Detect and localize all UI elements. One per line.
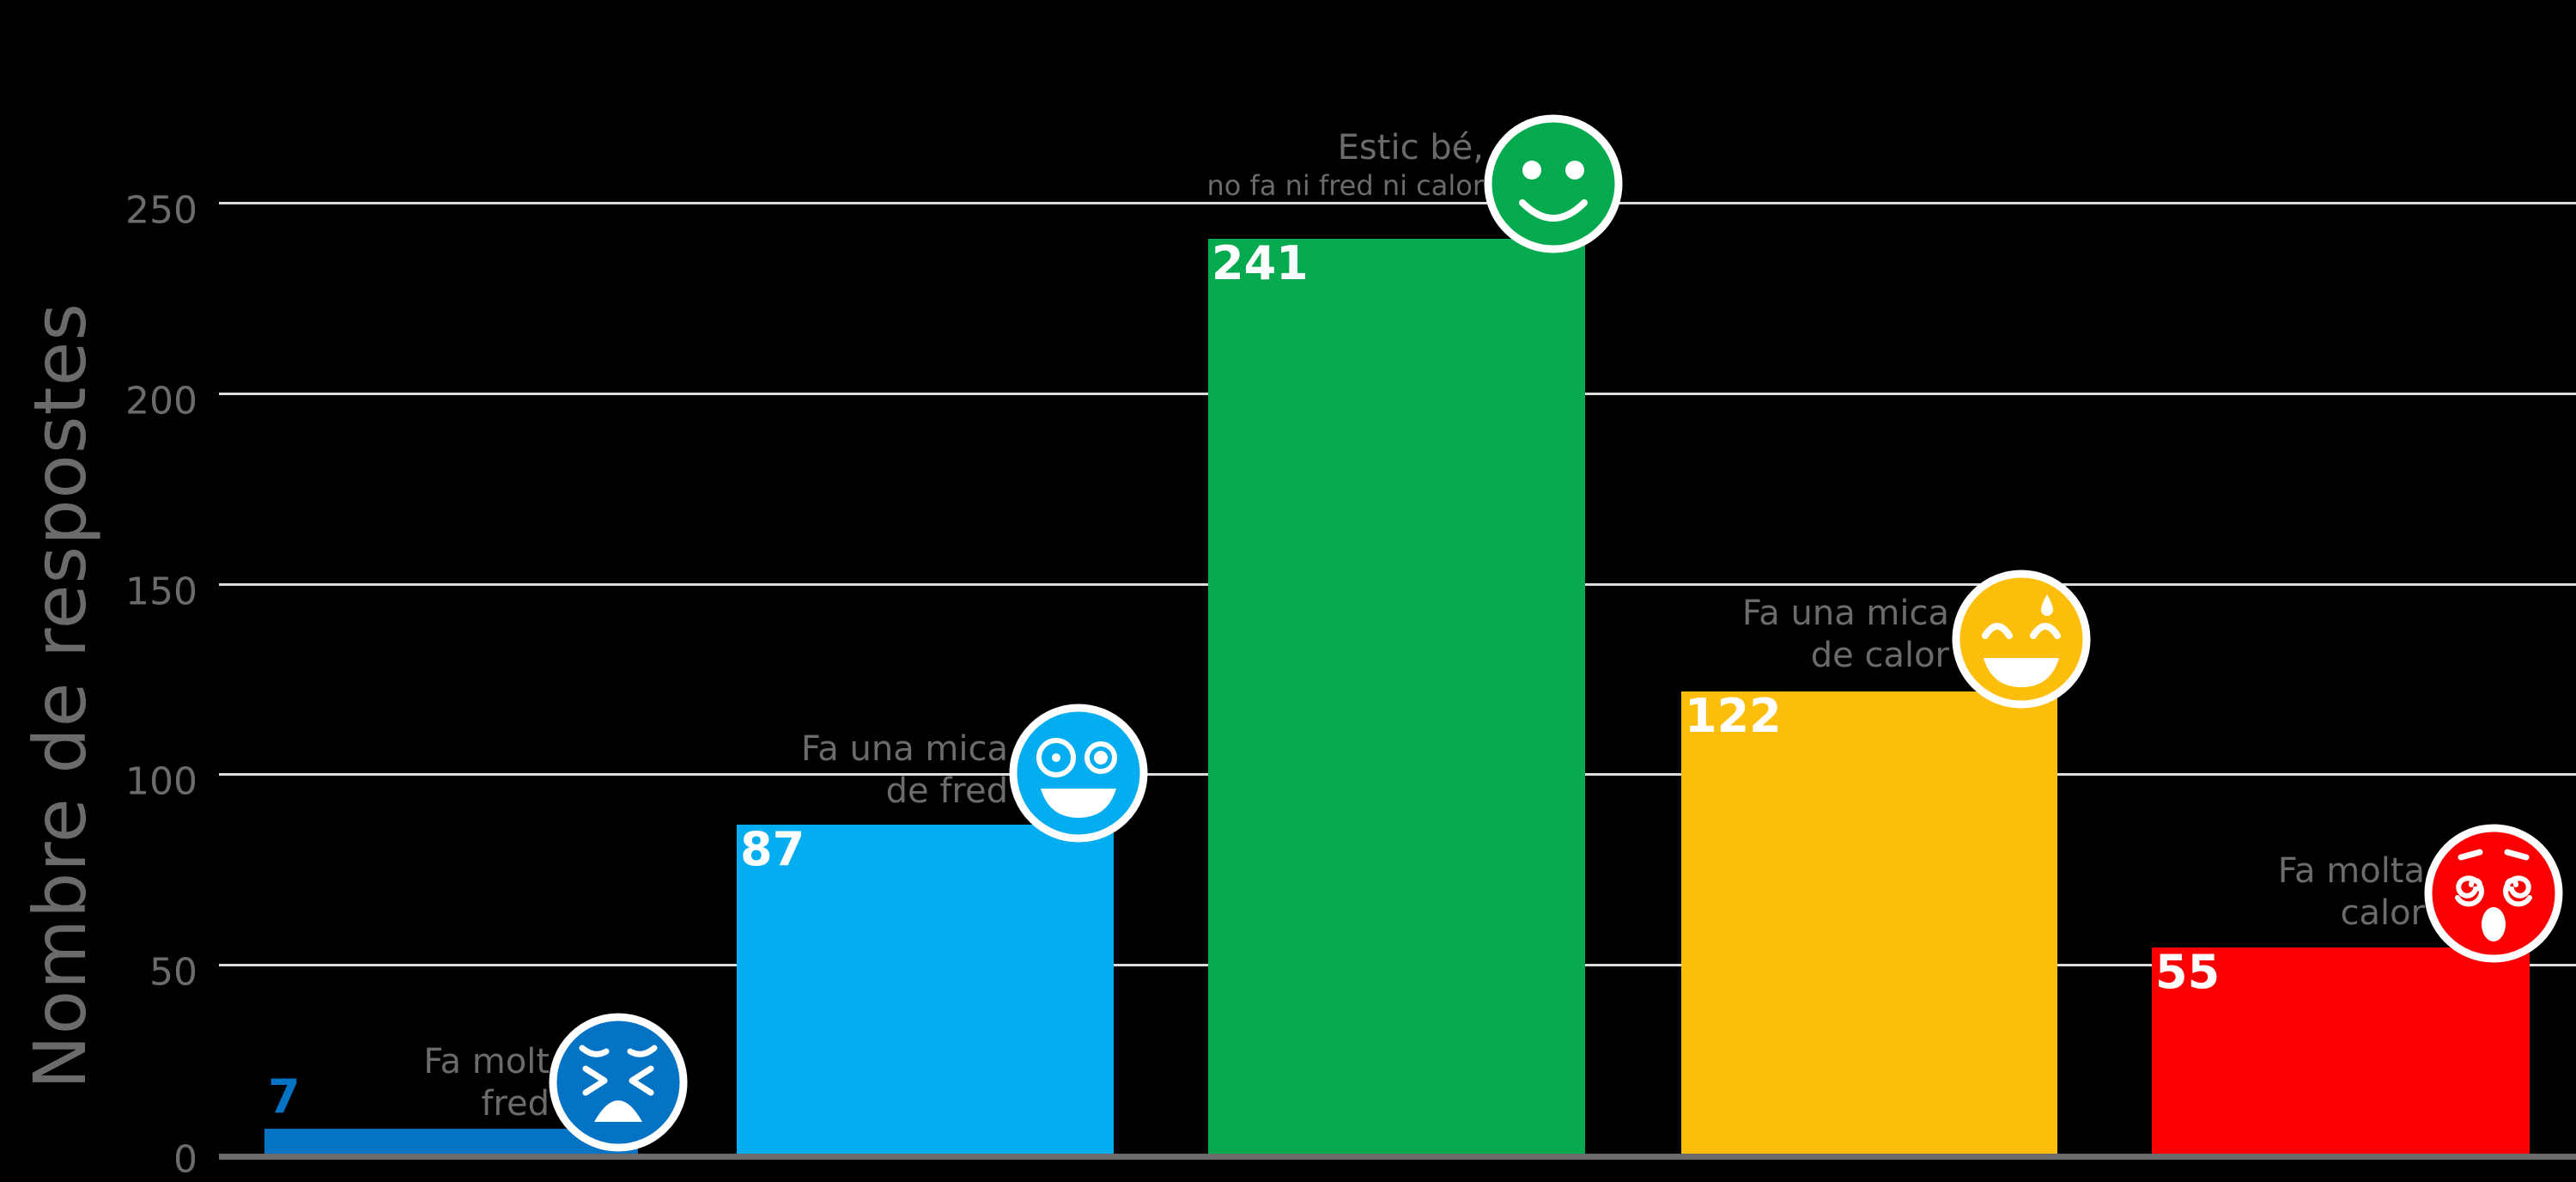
category-label: Estic bé, no fa ni fred ni calor (1206, 128, 1484, 202)
bar-value: 55 (2155, 945, 2221, 999)
y-tick-50: 50 (149, 950, 197, 995)
category-label: Fa una mica de calor (1741, 594, 1949, 675)
y-tick-200: 200 (125, 379, 197, 423)
bar-value: 87 (740, 822, 805, 876)
y-tick-100: 100 (125, 759, 197, 804)
bar-fa-una-mica-de-calor: 122 (1681, 692, 2057, 1155)
category-label: Fa molta calor (2277, 851, 2425, 933)
bar-fa-molta-calor: 55 (2152, 947, 2530, 1155)
y-tick-250: 250 (125, 188, 197, 233)
wide-eyed-grin-icon (1009, 704, 1148, 843)
gridline-250 (219, 202, 2576, 204)
bar-value: 122 (1685, 689, 1782, 743)
y-tick-0: 0 (173, 1137, 197, 1182)
bar-value: 241 (1212, 236, 1309, 290)
bar-fa-una-mica-de-fred: 87 (737, 825, 1114, 1155)
freezing-face-icon (549, 1013, 688, 1152)
y-tick-150: 150 (125, 570, 197, 614)
sweat-grin-icon (1952, 570, 2091, 709)
bar-estic-be: 241 (1208, 239, 1585, 1155)
category-label: Fa molt fred (423, 1042, 550, 1124)
bar-value: 7 (268, 1069, 301, 1124)
dizzy-hot-face-icon (2424, 824, 2563, 963)
y-axis-label: Nombre de respostes (18, 302, 102, 1090)
smile-icon (1484, 114, 1623, 253)
x-axis-baseline (219, 1154, 2576, 1160)
category-label: Fa una mica de fred (800, 729, 1008, 811)
